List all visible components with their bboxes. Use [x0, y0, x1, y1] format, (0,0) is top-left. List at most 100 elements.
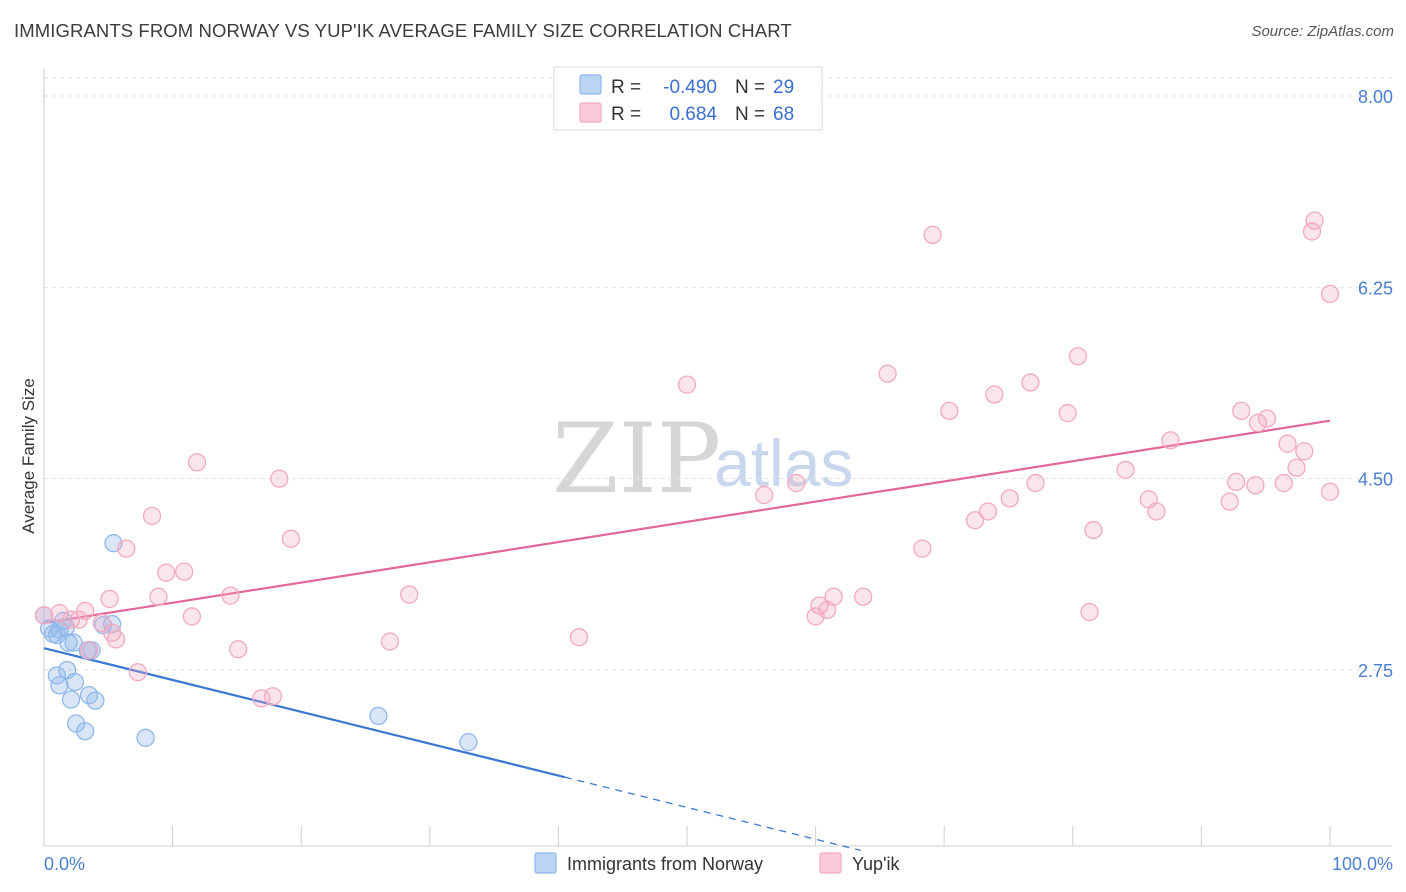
watermark-atlas: atlas — [714, 426, 853, 500]
yupik-point-19 — [229, 640, 248, 659]
trend-line-extension-0 — [564, 776, 861, 852]
stats-legend: R = -0.490 N = 29 R = 0.684 N = 68 — [553, 66, 823, 131]
yupik-point-39 — [965, 511, 985, 530]
yupik-point-33 — [824, 587, 843, 606]
yupik-point-44 — [1026, 473, 1045, 493]
yupik-point-13 — [149, 587, 168, 606]
legend-swatch-norway — [534, 852, 557, 874]
y-tick-labels: 2.75 4.50 6.25 8.00 — [1358, 87, 1393, 681]
yupik-point-63 — [1302, 222, 1322, 241]
yupik-point-65 — [1320, 284, 1340, 304]
stats-n-value-yupik: 68 — [773, 104, 794, 125]
yupik-point-26 — [569, 628, 589, 647]
stats-n-label-norway: N = — [735, 77, 765, 98]
yupik-point-14 — [157, 563, 176, 582]
stats-n-value-norway: 29 — [773, 77, 794, 98]
yupik-point-41 — [985, 385, 1004, 404]
stats-r-label-yupik: R = — [611, 104, 641, 125]
yupik-point-47 — [1080, 602, 1099, 622]
yupik-point-38 — [940, 401, 959, 421]
yupik-point-54 — [1226, 472, 1246, 492]
yupik-point-59 — [1274, 473, 1293, 493]
yupik-point-0 — [34, 606, 54, 625]
yupik-point-23 — [281, 529, 301, 548]
norway-point-24 — [369, 706, 388, 726]
yupik-point-40 — [978, 502, 998, 521]
norway-point-21 — [76, 722, 95, 741]
legend-swatch-yupik — [819, 852, 842, 874]
stats-n-label-yupik: N = — [735, 104, 765, 125]
norway-point-14 — [50, 676, 69, 695]
norway-point-23 — [136, 728, 155, 747]
yupik-point-46 — [1068, 347, 1088, 366]
trend-lines — [43, 419, 1331, 852]
yupik-point-51 — [1147, 502, 1166, 521]
watermark: ZIP atlas — [552, 403, 853, 515]
chart-title: IMMIGRANTS FROM NORWAY VS YUP'IK AVERAGE… — [14, 20, 792, 41]
yupik-point-53 — [1220, 492, 1239, 511]
yupik-point-34 — [854, 587, 873, 606]
yupik-point-55 — [1232, 401, 1251, 421]
yupik-point-1 — [50, 603, 69, 623]
legend-label-norway: Immigrants from Norway — [567, 854, 763, 874]
yupik-point-42 — [1000, 489, 1019, 508]
yupik-point-17 — [187, 453, 207, 472]
yupik-point-37 — [923, 225, 942, 245]
yupik-point-28 — [755, 485, 774, 505]
y-tick-label-2: 6.25 — [1358, 278, 1393, 298]
yupik-point-66 — [1320, 482, 1340, 501]
source-label: Source: ZipAtlas.com — [1251, 23, 1394, 40]
trend-line-0 — [43, 647, 566, 779]
yupik-point-7 — [100, 589, 119, 609]
x-tick-label-min: 0.0% — [44, 854, 85, 874]
yupik-point-16 — [182, 607, 202, 626]
yupik-point-4 — [76, 601, 95, 621]
data-points — [34, 211, 1340, 752]
x-tick-label-max: 100.0% — [1332, 854, 1393, 874]
yupik-point-9 — [106, 630, 126, 649]
series-legend: Immigrants from Norway Yup'ik — [534, 852, 900, 874]
stats-swatch-yupik — [579, 102, 602, 123]
y-axis-title: Average Family Size — [19, 378, 38, 534]
stats-r-value-yupik: 0.684 — [669, 104, 717, 125]
yupik-point-62 — [1295, 442, 1314, 461]
y-tick-label-0: 2.75 — [1358, 661, 1393, 681]
yupik-point-45 — [1058, 403, 1077, 423]
norway-point-7 — [47, 625, 67, 645]
yupik-point-12 — [142, 506, 162, 525]
yupik-point-57 — [1248, 413, 1268, 433]
yupik-point-10 — [117, 539, 136, 558]
norway-point-25 — [459, 733, 478, 752]
yupik-point-18 — [221, 586, 240, 605]
yupik-point-60 — [1278, 434, 1297, 453]
yupik-point-43 — [1021, 373, 1040, 392]
yupik-point-61 — [1287, 458, 1306, 477]
yupik-point-35 — [878, 364, 897, 383]
yupik-point-11 — [128, 663, 148, 682]
stats-swatch-norway — [579, 74, 602, 95]
yupik-point-48 — [1084, 520, 1103, 540]
yupik-point-25 — [400, 585, 419, 604]
yupik-point-56 — [1246, 476, 1265, 495]
yupik-point-58 — [1257, 409, 1277, 428]
yupik-point-64 — [1305, 211, 1324, 230]
yupik-point-36 — [913, 539, 932, 558]
y-tick-label-3: 8.00 — [1358, 87, 1393, 107]
yupik-point-29 — [787, 473, 806, 493]
yupik-point-27 — [677, 375, 697, 394]
stats-r-value-norway: -0.490 — [663, 77, 717, 98]
norway-point-16 — [61, 690, 81, 709]
norway-point-17 — [65, 672, 85, 692]
norway-point-8 — [64, 633, 83, 652]
yupik-point-2 — [61, 610, 81, 629]
axes — [43, 68, 1392, 847]
yupik-point-15 — [175, 562, 194, 581]
norway-point-19 — [86, 691, 105, 710]
yupik-point-49 — [1116, 460, 1135, 480]
yupik-point-21 — [263, 687, 283, 706]
yupik-point-20 — [252, 689, 271, 708]
legend-label-yupik: Yup'ik — [852, 854, 900, 874]
yupik-point-24 — [380, 632, 400, 651]
y-tick-label-1: 4.50 — [1358, 470, 1393, 490]
